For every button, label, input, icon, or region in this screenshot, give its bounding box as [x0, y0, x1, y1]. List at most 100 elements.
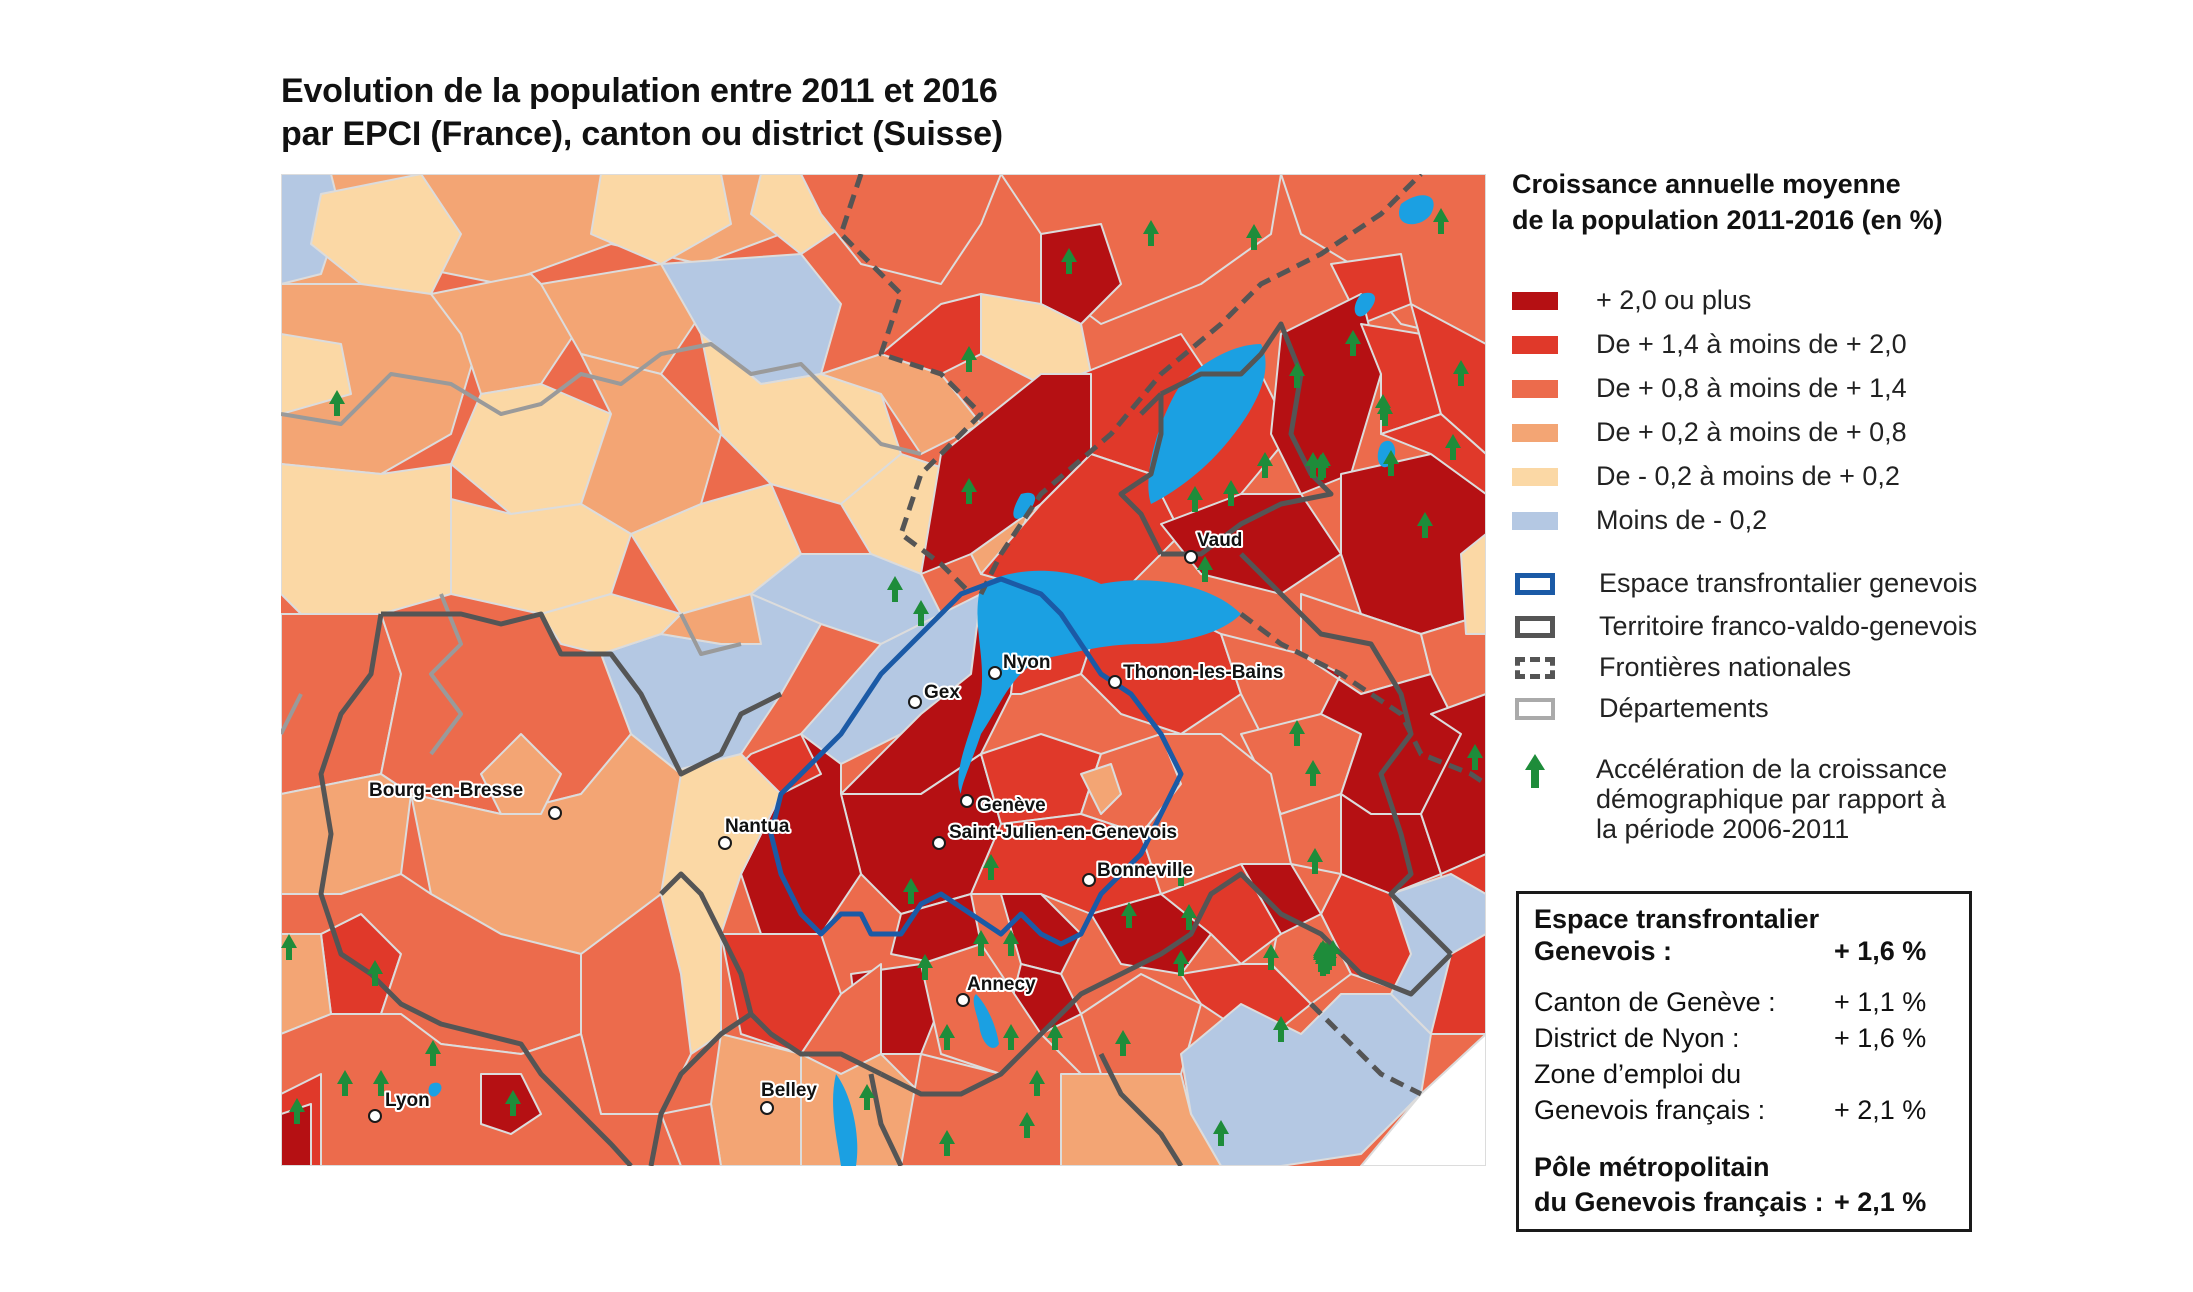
green-up-arrow-icon [887, 576, 903, 602]
green-up-arrow-icon [1289, 720, 1305, 746]
legend-class-label: De + 1,4 à moins de + 2,0 [1596, 329, 1907, 359]
green-up-arrow-icon [1305, 452, 1321, 478]
city-dot-lyon [368, 1109, 382, 1123]
legend-boundary-label: Départements [1599, 693, 1769, 723]
green-up-arrow-icon [1467, 744, 1483, 770]
legend-class-label: De + 0,2 à moins de + 0,8 [1596, 417, 1907, 447]
region [480, 733, 562, 815]
green-up-arrow-icon [917, 954, 933, 980]
green-up-arrow-icon [289, 1098, 305, 1124]
legend-boundary-row: Départements [1512, 693, 1769, 724]
legend-class-row: Moins de - 0,2 [1512, 505, 1767, 536]
green-up-arrow-icon [1433, 208, 1449, 234]
green-up-arrow-icon [1263, 944, 1279, 970]
green-up-arrow-icon [1213, 1120, 1229, 1146]
city-dot-saint-julien [932, 836, 946, 850]
city-label-annecy: Annecy [967, 974, 1036, 995]
city-label-nantua: Nantua [725, 816, 790, 837]
green-up-arrow-icon [1445, 434, 1461, 460]
city-dot-belley [760, 1101, 774, 1115]
legend-class-row: De + 1,4 à moins de + 2,0 [1512, 329, 1907, 360]
city-label-saint-julien: Saint-Julien-en-Genevois [949, 822, 1177, 843]
region [1360, 1033, 1486, 1166]
green-up-arrow-icon [1315, 452, 1331, 478]
population-map: Gex Nyon Thonon-les-Bains Vaud Genève Sa… [281, 174, 1486, 1166]
legend-boundary-row: Frontières nationales [1512, 652, 1851, 683]
legend-swatch [1512, 379, 1558, 398]
legend-arrow-row: Accélération de la croissance démographi… [1512, 754, 1947, 844]
green-up-arrow-icon [961, 346, 977, 372]
region [281, 463, 452, 615]
stats-box: Espace transfrontalier Genevois : + 1,6 … [1516, 891, 1972, 1232]
city-dot-bonneville [1082, 873, 1096, 887]
departement-boundaries [281, 342, 922, 756]
green-up-arrow-icon [1417, 512, 1433, 538]
stats-pole-line2: du Genevois français : [1534, 1187, 1824, 1217]
green-up-arrow-icon [1257, 452, 1273, 478]
region [281, 333, 352, 415]
national-borders [838, 174, 1486, 1097]
legend-boundary-swatch [1515, 697, 1555, 720]
green-up-arrow-icon [939, 1024, 955, 1050]
region [590, 174, 732, 265]
stats-head-line2: Genevois : [1534, 936, 1673, 966]
region [1380, 413, 1486, 495]
legend-title: Croissance annuelle moyenne de la popula… [1512, 166, 2162, 238]
green-up-arrow-icon [1181, 904, 1197, 930]
region [1430, 933, 1486, 1035]
legend-class-row: + 2,0 ou plus [1512, 285, 1751, 316]
city-label-geneve: Genève [977, 795, 1046, 816]
green-up-arrow-icon [1525, 754, 1545, 788]
green-up-arrow-icon [939, 1130, 955, 1156]
city-label-gex: Gex [924, 682, 960, 703]
green-up-arrow-icon [1321, 944, 1337, 970]
legend-boundary-row: Espace transfrontalier genevois [1512, 568, 1977, 599]
green-up-arrow-icon [1115, 1030, 1131, 1056]
espace-transfrontalier-genevois [768, 576, 1184, 947]
green-up-arrow-icon [1003, 930, 1019, 956]
green-up-arrow-icon [1307, 848, 1323, 874]
legend-boundary-swatch [1515, 572, 1555, 595]
green-up-arrow-icon [1029, 1070, 1045, 1096]
legend-class-label: De + 0,8 à moins de + 1,4 [1596, 373, 1907, 403]
legend-title-line1: Croissance annuelle moyenne [1512, 169, 1901, 199]
lake-annecy [973, 994, 999, 1048]
green-up-arrow-icon [1345, 330, 1361, 356]
acceleration-arrows [281, 208, 1483, 1156]
legend-boundary-label: Frontières nationales [1599, 652, 1852, 682]
legend-boundary-swatch [1515, 656, 1555, 679]
city-label-bonneville: Bonneville [1097, 860, 1193, 881]
region [710, 1033, 802, 1166]
stats-row-label: Canton de Genève : [1534, 987, 1776, 1017]
city-label-nyon: Nyon [1003, 652, 1051, 673]
region [1080, 763, 1122, 815]
green-up-arrow-icon [1173, 950, 1189, 976]
legend-arrow-swatch [1512, 754, 1558, 788]
green-up-arrow-icon [367, 960, 383, 986]
region [1080, 973, 1202, 1075]
green-up-arrow-icon [1246, 224, 1262, 250]
legend-class-label: De - 0,2 à moins de + 0,2 [1596, 461, 1900, 491]
legend-swatch [1512, 467, 1558, 486]
city-dot-annecy [956, 993, 970, 1007]
green-up-arrow-icon [859, 1084, 875, 1110]
city-labels: Gex Nyon Thonon-les-Bains Vaud Genève Sa… [367, 528, 1285, 1113]
stats-head-value: + 1,6 % [1834, 936, 1927, 966]
legend-arrow-line2: démographique par rapport à [1596, 784, 1946, 814]
stats-pole-value: + 2,1 % [1834, 1187, 1927, 1217]
green-up-arrow-icon [1197, 556, 1213, 582]
green-up-arrow-icon [1187, 486, 1203, 512]
region [1060, 1073, 1222, 1166]
stats-zone-line1: Zone d’emploi du [1534, 1059, 1742, 1089]
green-up-arrow-icon [961, 478, 977, 504]
city-dot-nyon [988, 666, 1002, 680]
legend-boundary-label: Territoire franco-valdo-genevois [1599, 611, 1978, 641]
stats-pole-line1: Pôle métropolitain [1534, 1152, 1770, 1182]
city-dot-thonon [1108, 675, 1122, 689]
legend-class-label: + 2,0 ou plus [1596, 285, 1752, 315]
region [1040, 223, 1122, 325]
green-up-arrow-icon [1305, 760, 1321, 786]
city-label-belley: Belley [761, 1080, 817, 1101]
city-markers [368, 550, 1198, 1123]
green-up-arrow-icon [1383, 450, 1399, 476]
